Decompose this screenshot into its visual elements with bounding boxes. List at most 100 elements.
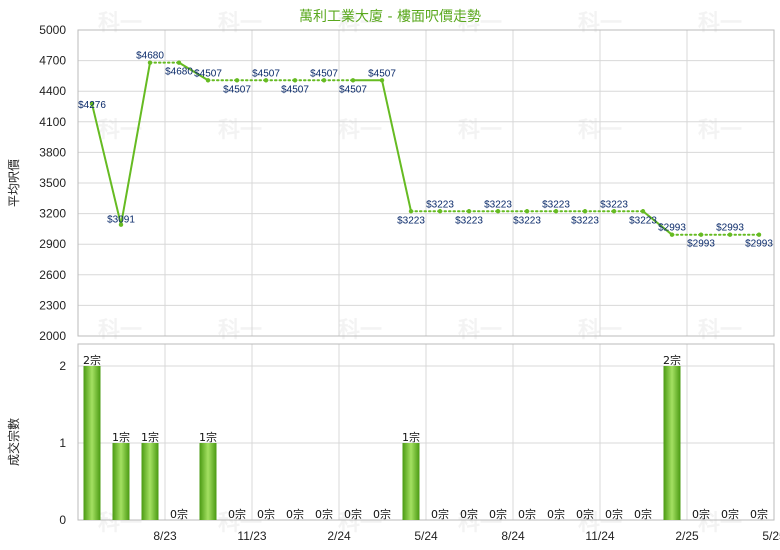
watermark-text: 科一 bbox=[698, 511, 742, 536]
price-point-label: $4276 bbox=[78, 100, 106, 111]
price-point-label: $3223 bbox=[571, 215, 599, 226]
price-point bbox=[669, 232, 675, 237]
price-point bbox=[89, 101, 95, 107]
price-point bbox=[524, 209, 530, 214]
volume-bar-label: 0宗 bbox=[460, 507, 478, 521]
price-point bbox=[437, 209, 443, 214]
volume-y-tick-label: 1 bbox=[59, 436, 66, 450]
watermark-text: 科一 bbox=[458, 318, 502, 343]
price-point bbox=[640, 209, 646, 214]
price-y-tick-label: 2300 bbox=[39, 298, 66, 312]
price-point bbox=[698, 232, 704, 237]
volume-plot-frame bbox=[77, 343, 775, 521]
x-tick-label: 2/24 bbox=[327, 529, 351, 543]
volume-bar-label: 1宗 bbox=[141, 430, 159, 444]
volume-bar-label: 0宗 bbox=[692, 507, 710, 521]
price-point-label: $3223 bbox=[513, 215, 541, 226]
volume-axis-label: 成交宗數 bbox=[6, 418, 21, 466]
x-tick-label: 5/24 bbox=[414, 529, 438, 543]
price-y-tick-label: 2000 bbox=[39, 329, 66, 343]
x-tick-label: 5/25 bbox=[762, 529, 780, 543]
price-point-label: $3223 bbox=[455, 215, 483, 226]
volume-bar-label: 0宗 bbox=[373, 507, 391, 521]
price-axis-label: 平均呎價 bbox=[7, 159, 21, 207]
price-point-label: $2993 bbox=[687, 239, 715, 250]
volume-bar-label: 0宗 bbox=[170, 507, 188, 521]
price-point bbox=[234, 78, 240, 83]
price-y-tick-label: 4100 bbox=[39, 115, 66, 129]
price-y-tick-label: 3800 bbox=[39, 145, 66, 159]
price-y-tick-label: 4700 bbox=[39, 54, 66, 68]
price-point-label: $4507 bbox=[310, 68, 338, 79]
volume-bar-label: 1宗 bbox=[402, 430, 420, 444]
volume-y-tick-label: 2 bbox=[59, 359, 66, 373]
price-point-label: $4680 bbox=[165, 67, 193, 78]
price-point-label: $3223 bbox=[629, 215, 657, 226]
volume-y-ticks: 0 1 2 bbox=[59, 359, 66, 527]
watermark-text: 科一 bbox=[698, 318, 742, 343]
volume-bars bbox=[83, 366, 681, 520]
price-series bbox=[91, 61, 760, 236]
price-y-tick-label: 2600 bbox=[39, 268, 66, 282]
price-point bbox=[205, 78, 211, 83]
volume-bar-label: 0宗 bbox=[431, 507, 449, 521]
price-line-segment bbox=[91, 102, 122, 226]
price-line-segment bbox=[642, 210, 673, 236]
price-line-segment bbox=[381, 79, 412, 213]
watermark-text: 科一 bbox=[338, 318, 382, 343]
price-point bbox=[176, 60, 182, 65]
volume-bar-label: 0宗 bbox=[489, 507, 507, 521]
volume-bar-label: 1宗 bbox=[112, 430, 130, 444]
volume-bar-label: 0宗 bbox=[257, 507, 275, 521]
price-point-label: $3223 bbox=[484, 199, 512, 210]
volume-bar bbox=[663, 366, 681, 520]
watermark-text: 科一 bbox=[338, 11, 382, 36]
price-point bbox=[611, 209, 617, 214]
price-point-label: $4507 bbox=[223, 84, 251, 95]
price-point bbox=[727, 232, 733, 237]
price-point-label: $4507 bbox=[194, 68, 222, 79]
price-y-tick-label: 3500 bbox=[39, 176, 66, 190]
price-point-label: $2993 bbox=[658, 223, 686, 234]
price-y-ticks: 2000 2300 2600 2900 3200 3500 3800 4100 4400 4700… bbox=[39, 23, 66, 343]
price-y-tick-label: 5000 bbox=[39, 23, 66, 37]
volume-bar-label: 0宗 bbox=[228, 507, 246, 521]
price-point-label: $4507 bbox=[368, 68, 396, 79]
volume-bar-label: 0宗 bbox=[315, 507, 333, 521]
price-point bbox=[756, 232, 762, 237]
volume-bar-label: 0宗 bbox=[286, 507, 304, 521]
x-tick-label: 8/23 bbox=[153, 529, 177, 543]
price-point bbox=[495, 209, 501, 214]
volume-bar bbox=[112, 443, 130, 520]
volume-bar-labels: 2宗 1宗 1宗 0宗 1宗 0宗 0宗 0宗 0宗 0宗 0宗 1宗 0宗 0宗 0宗 0宗 0宗 0宗 0宗 0宗… bbox=[83, 353, 768, 521]
price-point bbox=[263, 78, 269, 83]
price-point bbox=[321, 78, 327, 83]
watermark-text: 科一 bbox=[218, 511, 262, 536]
volume-bar bbox=[83, 366, 101, 520]
volume-bar-label: 0宗 bbox=[634, 507, 652, 521]
volume-bar-label: 0宗 bbox=[576, 507, 594, 521]
price-y-tick-label: 3200 bbox=[39, 207, 66, 221]
volume-bar-label: 0宗 bbox=[547, 507, 565, 521]
price-point-label: $4507 bbox=[339, 84, 367, 95]
watermark-text: 科一 bbox=[98, 11, 142, 36]
x-tick-label: 11/23 bbox=[237, 529, 266, 543]
price-points bbox=[89, 60, 762, 237]
volume-bar-label: 0宗 bbox=[518, 507, 536, 521]
volume-y-tick-label: 0 bbox=[59, 513, 66, 527]
price-point bbox=[582, 209, 588, 214]
price-point bbox=[379, 78, 385, 83]
price-point-label: $4507 bbox=[252, 68, 280, 79]
price-point-label: $4680 bbox=[136, 51, 164, 62]
volume-bar bbox=[199, 443, 217, 520]
price-point-label: $3223 bbox=[397, 215, 425, 226]
x-tick-label: 8/24 bbox=[501, 529, 525, 543]
price-point-label: $3223 bbox=[426, 199, 454, 210]
price-point bbox=[147, 60, 153, 65]
volume-bar-label: 1宗 bbox=[199, 430, 217, 444]
price-point bbox=[466, 209, 472, 214]
x-tick-label: 11/24 bbox=[585, 529, 614, 543]
price-line-segment bbox=[120, 61, 151, 226]
volume-bar-label: 2宗 bbox=[663, 353, 681, 367]
price-point bbox=[118, 222, 124, 227]
